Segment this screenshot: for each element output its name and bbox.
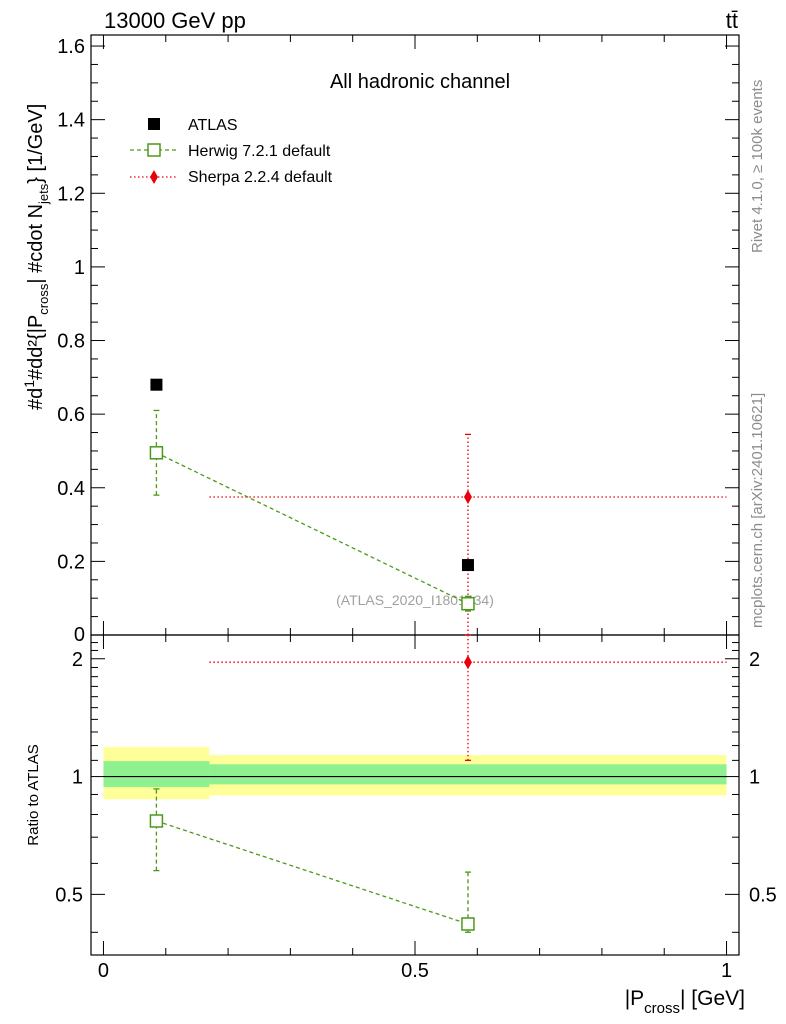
ratio-y-tick-label: 0.5 bbox=[55, 884, 83, 906]
legend: ATLAS Herwig 7.2.1 default Sherpa 2.2.4 … bbox=[130, 117, 333, 186]
ratio-uncertainty-band bbox=[103, 761, 210, 788]
main-sherpa-point-0 bbox=[463, 489, 472, 504]
main-marks bbox=[149, 378, 727, 635]
main-y-tick-label-zero: 0 bbox=[74, 624, 85, 646]
ratio-uncertainty-band bbox=[209, 764, 727, 785]
rivet-version-text: Rivet 4.1.0, ≥ 100k events bbox=[749, 80, 766, 253]
main-herwig-point-0 bbox=[149, 446, 164, 460]
process-label: tt̄ bbox=[726, 8, 738, 33]
x-tick-label: 0 bbox=[98, 960, 109, 982]
ratio-y-tick-label-right: 0.5 bbox=[749, 884, 777, 906]
main-axes: 0.2 0.4 0.6 0.8 1 1.2 1.4 1.6 0 bbox=[57, 35, 739, 646]
svg-text:|Pcross| [GeV]: |Pcross| [GeV] bbox=[625, 987, 745, 1017]
legend-sherpa-marker bbox=[150, 170, 158, 184]
main-y-tick-label: 1.6 bbox=[57, 36, 85, 58]
legend-sherpa-label: Sherpa 2.2.4 default bbox=[188, 169, 333, 186]
ratio-plot-panel: 0.5 0.5 1 1 2 2 0 0.5 1 bbox=[55, 634, 777, 982]
ratio-axes: 0.5 0.5 1 1 2 2 0 0.5 1 bbox=[55, 635, 777, 982]
main-y-tick-label: 0.8 bbox=[57, 331, 85, 353]
ratio-herwig-point-0 bbox=[149, 814, 164, 828]
main-y-tick-label: 1.4 bbox=[57, 110, 85, 132]
ratio-herwig-point-1 bbox=[461, 917, 475, 931]
ratio-herwig-series-line bbox=[156, 820, 469, 925]
main-y-tick-label: 0.4 bbox=[57, 478, 85, 500]
energy-label: 13000 GeV pp bbox=[104, 8, 246, 33]
ratio-y-tick-label: 1 bbox=[72, 767, 83, 789]
main-plot-panel: All hadronic channel (ATLAS_2020_I180143… bbox=[57, 34, 740, 646]
main-y-tick-label: 0.2 bbox=[57, 551, 85, 573]
x-tick-label: 1 bbox=[721, 960, 732, 982]
analysis-watermark: (ATLAS_2020_I1801434) bbox=[336, 592, 494, 608]
main-y-axis-label: #d1#dd²{|Pcross| #cdot Njets} [1/GeV] bbox=[21, 104, 51, 410]
ratio-sherpa-point-0 bbox=[463, 655, 472, 670]
main-atlas-point-0 bbox=[150, 378, 163, 391]
mcplots-text: mcplots.cern.ch [arXiv:2401.10621] bbox=[749, 393, 766, 628]
x-axis-label: |Pcross| [GeV] bbox=[625, 987, 745, 1017]
ratio-bands bbox=[103, 747, 727, 800]
main-y-tick-label: 1 bbox=[74, 257, 85, 279]
main-atlas-point-1 bbox=[461, 559, 474, 572]
main-herwig-point-1 bbox=[461, 596, 475, 611]
main-y-tick-label: 1.2 bbox=[57, 183, 85, 205]
ratio-y-tick-label-right: 2 bbox=[749, 649, 760, 671]
ratio-marks bbox=[149, 634, 727, 933]
x-tick-label: 0.5 bbox=[401, 960, 429, 982]
legend-atlas-label: ATLAS bbox=[188, 117, 238, 134]
channel-label: All hadronic channel bbox=[330, 71, 510, 93]
ratio-y-axis-label: Ratio to ATLAS bbox=[25, 744, 42, 845]
legend-herwig-marker bbox=[147, 143, 161, 157]
ratio-y-tick-label: 2 bbox=[72, 649, 83, 671]
ratio-y-tick-label-right: 1 bbox=[749, 767, 760, 789]
legend-atlas-marker bbox=[148, 118, 160, 130]
legend-herwig-label: Herwig 7.2.1 default bbox=[188, 143, 331, 160]
main-herwig-series-line bbox=[156, 452, 469, 605]
main-y-label-text: #d1#dd²{|Pcross| #cdot Njets} [1/GeV] bbox=[21, 104, 51, 410]
main-y-tick-label: 0.6 bbox=[57, 404, 85, 426]
